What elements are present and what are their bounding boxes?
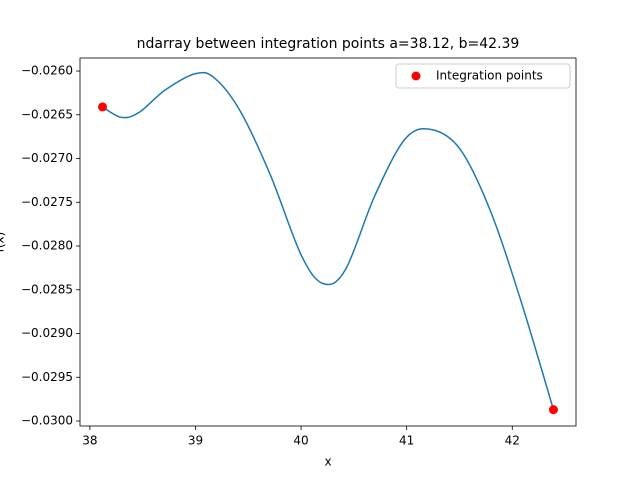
x-axis-label: x bbox=[324, 455, 331, 469]
legend-marker bbox=[411, 71, 421, 81]
y-tick-label: −0.0280 bbox=[21, 239, 73, 253]
axes-frame bbox=[79, 57, 577, 427]
x-tick-label: 39 bbox=[188, 434, 203, 448]
x-tick-label: 42 bbox=[505, 434, 520, 448]
y-tick-label: −0.0275 bbox=[21, 195, 73, 209]
y-tick-label: −0.0265 bbox=[21, 107, 73, 121]
legend-box bbox=[395, 63, 571, 89]
x-tick-label: 40 bbox=[293, 434, 308, 448]
chart-title: ndarray between integration points a=38.… bbox=[137, 36, 520, 52]
y-tick-label: −0.0295 bbox=[21, 370, 73, 384]
y-tick-label: −0.0300 bbox=[21, 414, 73, 428]
legend-label: Integration points bbox=[436, 69, 543, 83]
curve bbox=[102, 71, 555, 410]
y-tick-label: −0.0270 bbox=[21, 151, 73, 165]
y-tick-label: −0.0285 bbox=[21, 282, 73, 296]
integration-point bbox=[548, 405, 558, 415]
y-axis-label: f(x) bbox=[0, 232, 7, 253]
integration-point bbox=[98, 102, 108, 112]
x-tick-label: 41 bbox=[399, 434, 414, 448]
y-tick-label: −0.0290 bbox=[21, 326, 73, 340]
y-tick-label: −0.0260 bbox=[21, 64, 73, 78]
x-tick-label: 38 bbox=[82, 434, 97, 448]
